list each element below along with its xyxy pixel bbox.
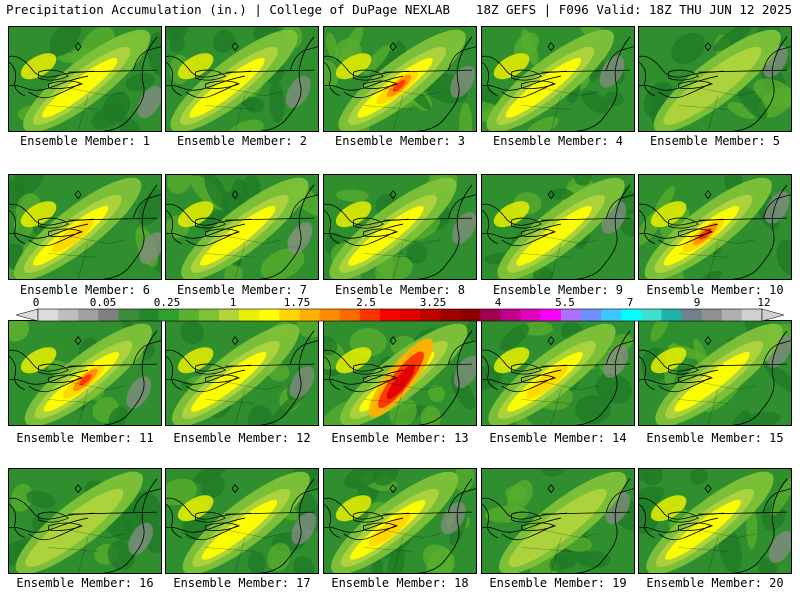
member-map-panel xyxy=(323,26,477,132)
member-label: Ensemble Member: 16 xyxy=(16,576,154,590)
member-label: Ensemble Member: 5 xyxy=(649,134,781,148)
colorbar xyxy=(16,308,784,322)
member-label: Ensemble Member: 1 xyxy=(19,134,151,148)
member-label: Ensemble Member: 11 xyxy=(16,431,154,445)
member-map-panel xyxy=(638,26,792,132)
member-label: Ensemble Member: 4 xyxy=(492,134,624,148)
member-label: Ensemble Member: 10 xyxy=(646,283,784,297)
member-label: Ensemble Member: 3 xyxy=(334,134,466,148)
member-label: Ensemble Member: 13 xyxy=(331,431,469,445)
member-label: Ensemble Member: 6 xyxy=(19,283,151,297)
run-valid-time: 18Z GEFS | F096 Valid: 18Z THU JUN 12 20… xyxy=(475,2,792,17)
colorbar-tick-label: 9 xyxy=(693,296,701,309)
colorbar-tick-label: 0 xyxy=(32,296,40,309)
colorbar-tick-label: 1 xyxy=(229,296,237,309)
member-label: Ensemble Member: 9 xyxy=(492,283,624,297)
member-map-panel xyxy=(8,174,162,280)
member-label: Ensemble Member: 18 xyxy=(331,576,469,590)
member-label: Ensemble Member: 2 xyxy=(176,134,308,148)
member-map-panel xyxy=(481,26,635,132)
member-map-panel xyxy=(481,174,635,280)
colorbar-tick-label: 4 xyxy=(494,296,502,309)
member-map-panel xyxy=(323,320,477,426)
member-label: Ensemble Member: 7 xyxy=(176,283,308,297)
colorbar-tick-label: 12 xyxy=(757,296,771,309)
colorbar-tick-label: 2.5 xyxy=(356,296,376,309)
member-map-panel xyxy=(481,468,635,574)
colorbar-tick-label: 7 xyxy=(626,296,634,309)
colorbar-tick-label: 5.5 xyxy=(555,296,575,309)
member-map-panel xyxy=(165,174,319,280)
member-map-panel xyxy=(638,320,792,426)
member-map-panel xyxy=(165,320,319,426)
member-map-panel xyxy=(323,468,477,574)
member-map-panel xyxy=(638,174,792,280)
chart-title: Precipitation Accumulation (in.) | Colle… xyxy=(6,2,451,17)
colorbar-tick-label: 0.25 xyxy=(153,296,181,309)
member-label: Ensemble Member: 17 xyxy=(173,576,311,590)
member-map-panel xyxy=(8,26,162,132)
member-map-panel xyxy=(8,320,162,426)
member-label: Ensemble Member: 8 xyxy=(334,283,466,297)
colorbar-tick-label: 3.25 xyxy=(419,296,447,309)
member-label: Ensemble Member: 12 xyxy=(173,431,311,445)
member-label: Ensemble Member: 19 xyxy=(489,576,627,590)
member-map-panel xyxy=(165,468,319,574)
member-label: Ensemble Member: 20 xyxy=(646,576,784,590)
member-map-panel xyxy=(323,174,477,280)
member-map-panel xyxy=(481,320,635,426)
member-label: Ensemble Member: 14 xyxy=(489,431,627,445)
member-map-panel xyxy=(638,468,792,574)
colorbar-tick-label: 1.75 xyxy=(283,296,311,309)
member-map-panel xyxy=(165,26,319,132)
colorbar-tick-label: 0.05 xyxy=(89,296,117,309)
member-label: Ensemble Member: 15 xyxy=(646,431,784,445)
member-map-panel xyxy=(8,468,162,574)
